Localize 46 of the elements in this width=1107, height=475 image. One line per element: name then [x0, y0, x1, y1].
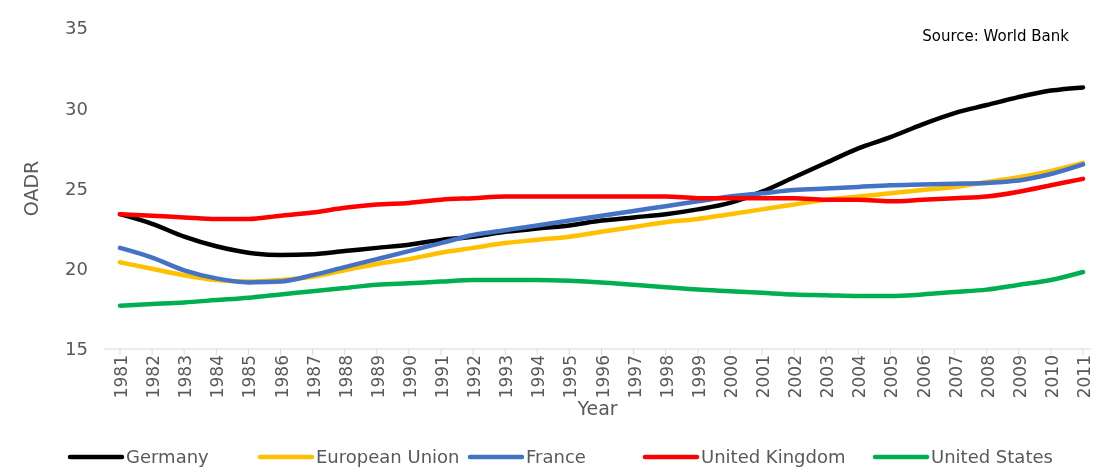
x-tick-label: 2000: [720, 355, 741, 399]
line-series: [117, 269, 1086, 308]
x-tick-label: 1982: [143, 355, 164, 399]
x-tick-label: 1994: [528, 355, 549, 399]
x-tick-label: 2002: [785, 355, 806, 399]
x-tick-label: 1991: [432, 355, 452, 399]
x-tick-label: 1986: [271, 355, 292, 399]
x-tick-label: 2007: [945, 355, 966, 399]
x-tick-label: 1996: [592, 355, 613, 399]
x-tick-label: 1987: [303, 355, 324, 399]
y-tick-label: 30: [65, 97, 88, 119]
x-tick-label: 2006: [913, 355, 934, 399]
x-tick-label: 2010: [1041, 355, 1062, 399]
x-tick-label: 2005: [881, 355, 902, 399]
x-tick-label: 2004: [849, 355, 870, 399]
x-tick-label: 2003: [817, 355, 838, 399]
x-tick-label: 1984: [207, 355, 228, 399]
y-tick-label: 35: [65, 17, 88, 39]
x-tick-label: 2011: [1074, 355, 1094, 399]
x-tick-label: 2001: [753, 355, 773, 399]
y-axis-title: OADR: [20, 160, 42, 217]
annotation: Source: World Bank: [922, 27, 1070, 45]
x-tick-label: 1998: [656, 355, 677, 399]
x-tick-label: 2008: [977, 355, 998, 399]
y-tick-label: 25: [65, 177, 88, 199]
x-tick-label: 1992: [464, 355, 485, 399]
x-tick-label: 1981: [111, 355, 131, 399]
x-tick-label: 1995: [560, 355, 581, 399]
x-tick-label: 1983: [175, 355, 196, 399]
x-tick-label: 1993: [496, 355, 517, 399]
x-axis-title: Year: [576, 397, 618, 419]
x-tick-label: 1988: [335, 355, 356, 399]
y-tick-label: 20: [65, 258, 88, 280]
x-tick-label: 2009: [1009, 355, 1030, 399]
legend-label: United States: [931, 446, 1053, 468]
x-tick-label: 1990: [399, 355, 420, 399]
x-tick-label: 1999: [688, 355, 709, 399]
legend-label: France: [526, 446, 586, 468]
legend-label: European Union: [316, 446, 460, 468]
legend-label: United Kingdom: [701, 446, 846, 468]
x-tick-label: 1985: [239, 355, 260, 399]
legend-label: Germany: [126, 446, 210, 468]
y-tick-label: 15: [65, 338, 88, 360]
line-series: [117, 176, 1086, 222]
x-tick-label: 1989: [367, 355, 388, 399]
x-tick-label: 1997: [624, 355, 645, 399]
